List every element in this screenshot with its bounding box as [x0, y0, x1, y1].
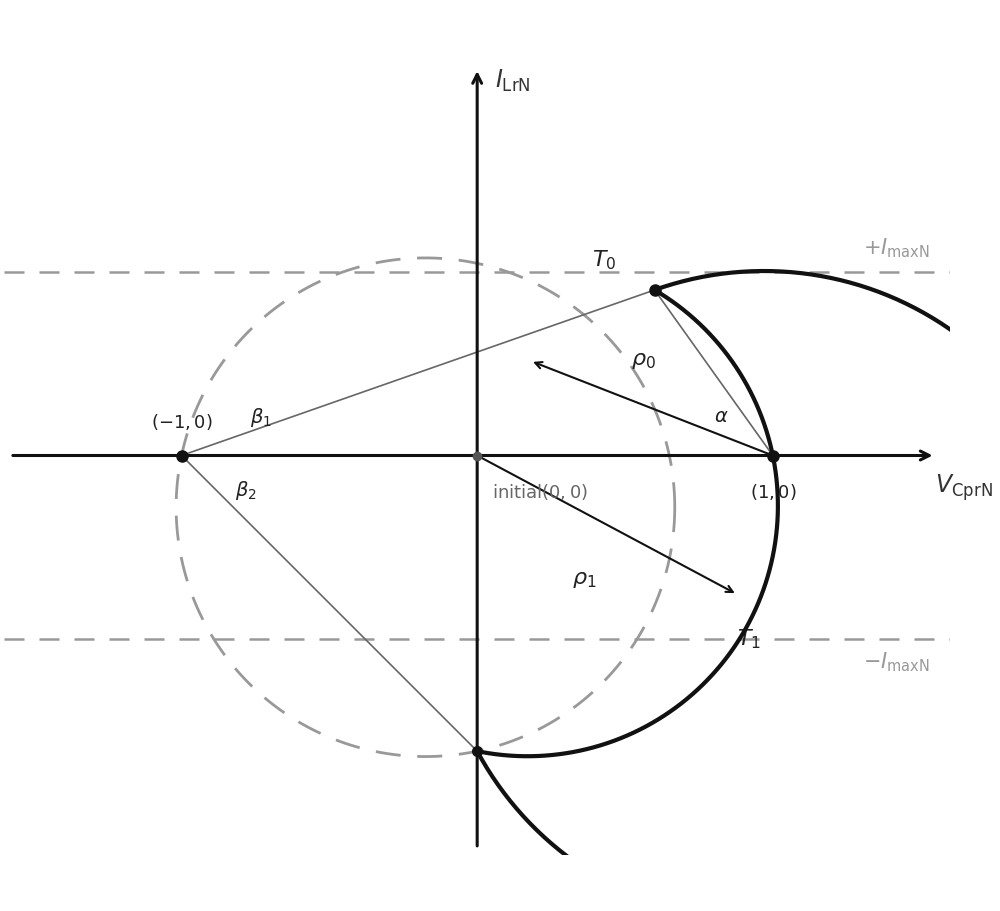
Text: $I_{\mathrm{LrN}}$: $I_{\mathrm{LrN}}$ — [495, 68, 531, 95]
Text: $\rho_0$: $\rho_0$ — [631, 351, 656, 371]
Text: $T_0$: $T_0$ — [592, 249, 616, 272]
Text: $\alpha$: $\alpha$ — [714, 407, 728, 426]
Text: initial$(0,0)$: initial$(0,0)$ — [492, 482, 588, 502]
Text: $T_1$: $T_1$ — [737, 627, 761, 650]
Text: $\beta_1$: $\beta_1$ — [250, 406, 271, 429]
Text: $(1,0)$: $(1,0)$ — [750, 482, 796, 502]
Text: $\beta_2$: $\beta_2$ — [235, 479, 256, 502]
Text: $(-1,0)$: $(-1,0)$ — [151, 412, 212, 432]
Text: $-I_{\mathrm{maxN}}$: $-I_{\mathrm{maxN}}$ — [863, 650, 929, 674]
Text: $\rho_1$: $\rho_1$ — [572, 569, 596, 589]
Text: $+I_{\mathrm{maxN}}$: $+I_{\mathrm{maxN}}$ — [863, 237, 929, 261]
Text: $V_{\mathrm{CprN}}$: $V_{\mathrm{CprN}}$ — [935, 473, 993, 504]
